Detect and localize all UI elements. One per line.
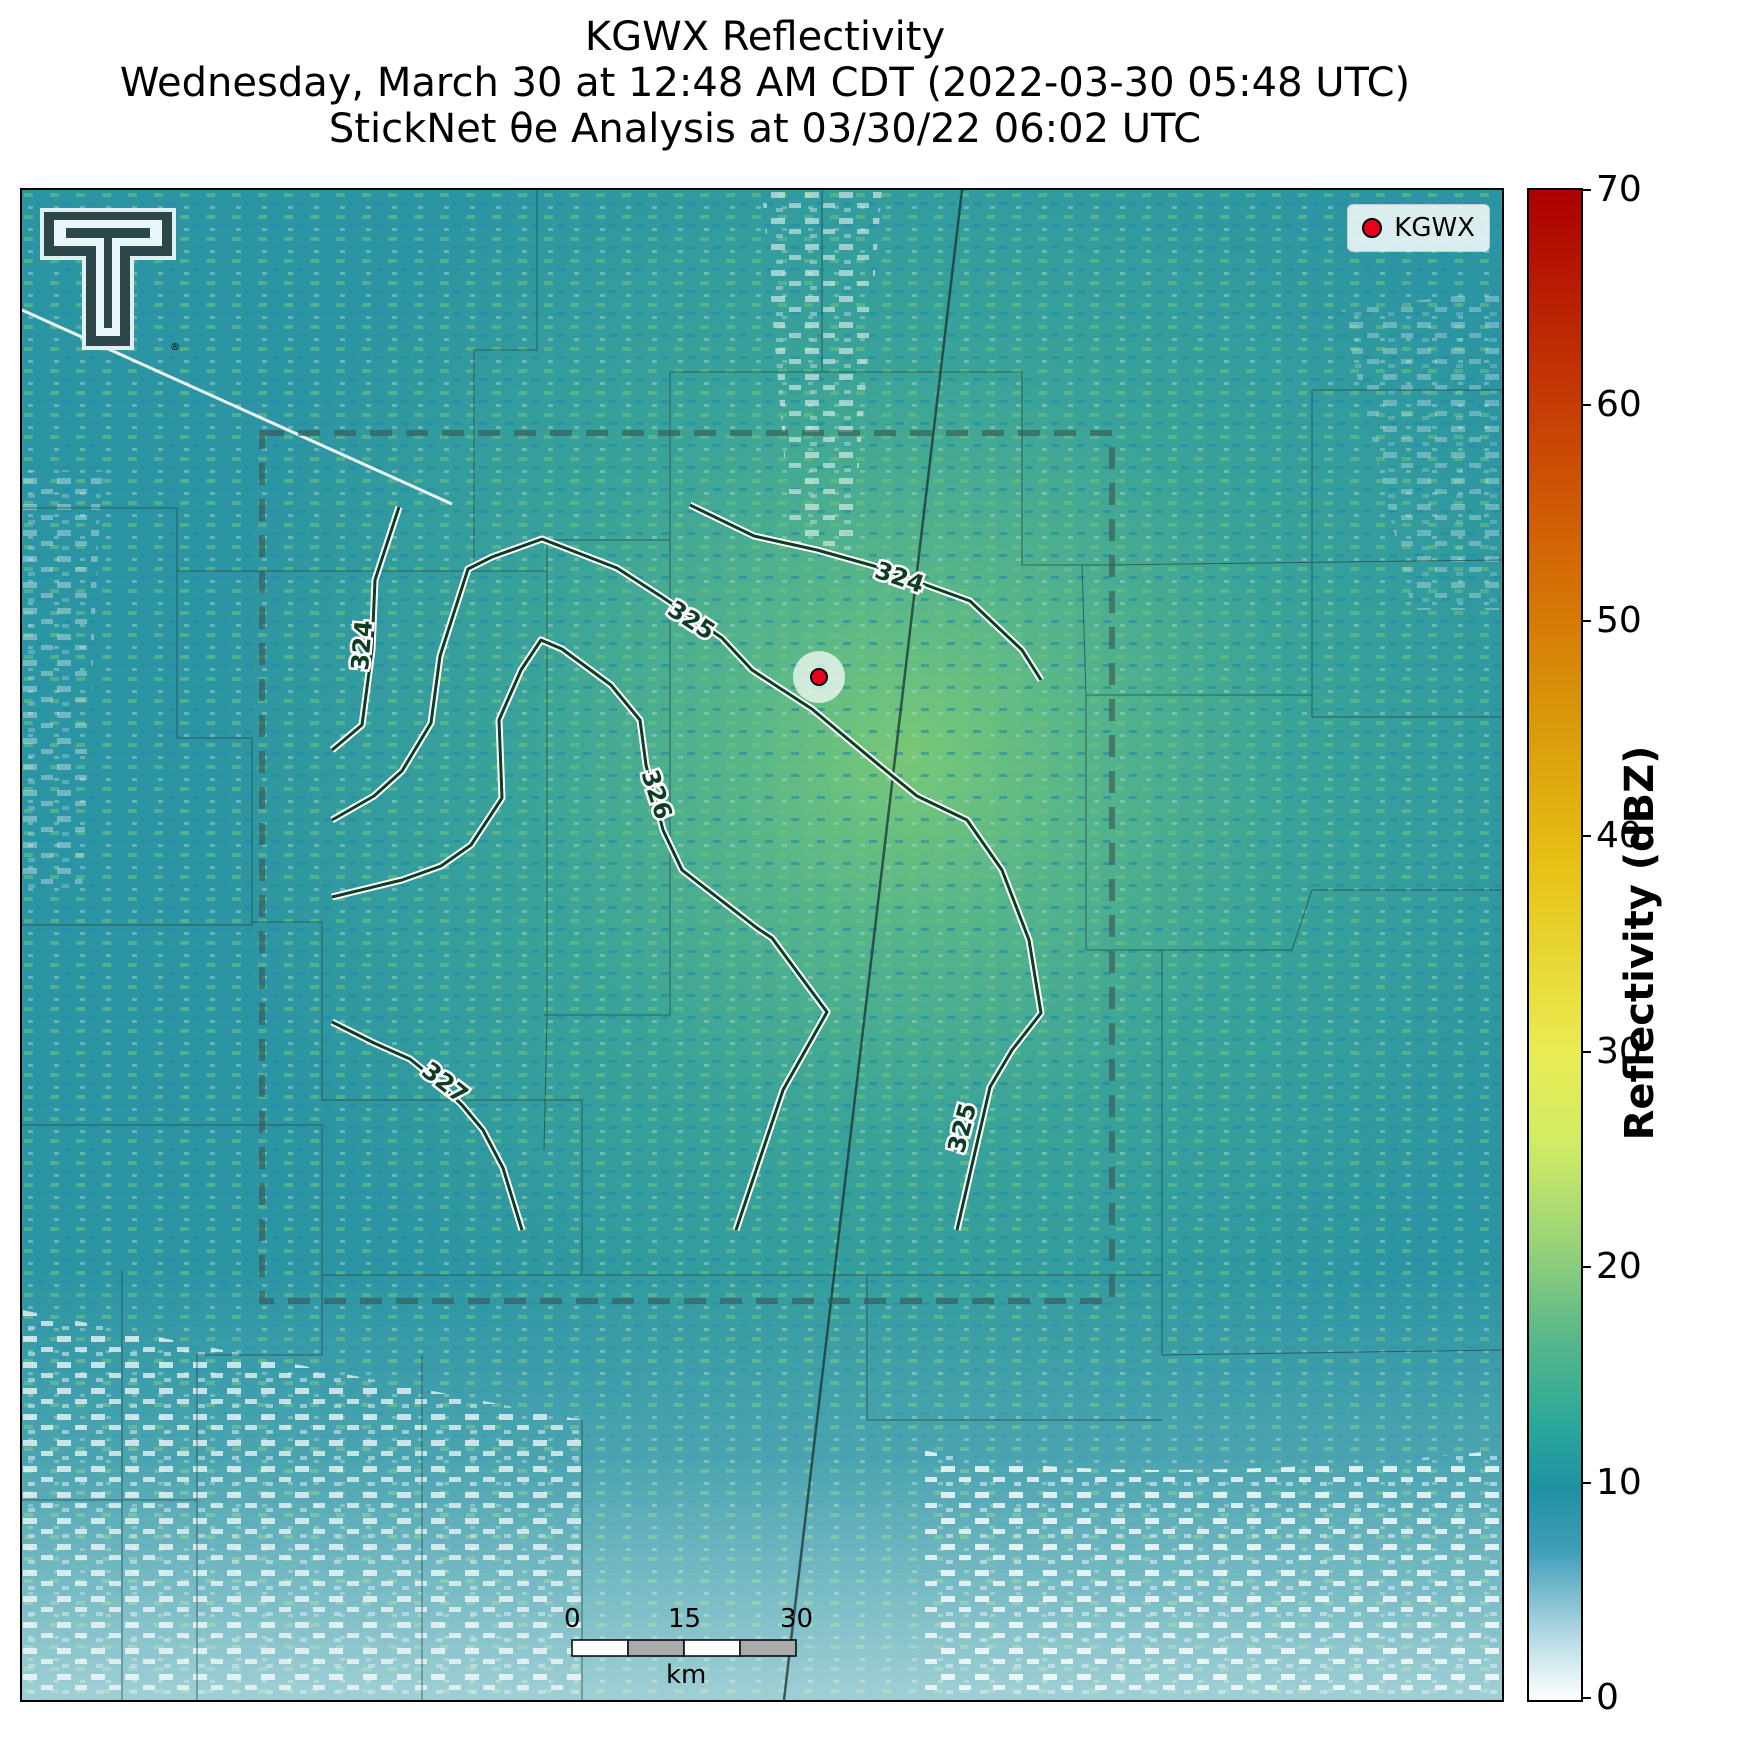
legend-label: KGWX [1394,213,1475,243]
radar-map-canvas: 324 324 325 325 326 327 ® [22,190,1502,1700]
analysis-domain-box [259,430,1115,1304]
scale-tick-30: 30 [780,1604,814,1634]
colorbar-title: Reflectivity (dBZ) [1617,745,1663,1141]
highway-line [782,190,964,1700]
scale-tick-15: 15 [668,1604,702,1634]
colorbar-tick-mark [1581,404,1591,407]
colorbar-tick-mark [1581,1697,1591,1699]
radar-map[interactable]: 324 324 325 325 326 327 ® 0 15 30 km [20,188,1504,1702]
kgwx-radar-marker[interactable] [810,668,828,686]
colorbar-tick-label: 40 [1596,815,1642,857]
colorbar-tick-mark [1581,1266,1591,1269]
svg-text:®: ® [170,342,180,353]
colorbar-tick-label: 0 [1596,1677,1619,1718]
scale-unit: km [666,1660,707,1690]
title-line-1: KGWX Reflectivity [584,14,946,60]
theta-e-contours [329,501,1045,1232]
colorbar-tick-label: 10 [1596,1461,1642,1503]
legend-radar-marker-icon [1362,218,1383,238]
map-scale-bar [571,1639,797,1657]
colorbar-tick-label: 50 [1596,599,1642,641]
colorbar-tick-label: 60 [1596,384,1642,426]
colorbar-tick-label: 70 [1596,169,1642,210]
colorbar-tick-label: 20 [1596,1246,1642,1288]
texas-tech-logo: ® [40,208,180,353]
colorbar-tick-mark [1581,619,1591,622]
map-legend: KGWX [1347,204,1490,252]
title-line-2: Wednesday, March 30 at 12:48 AM CDT (202… [119,60,1411,106]
colorbar-tick-label: 30 [1596,1030,1642,1072]
contour-label-324-west: 324 [346,619,378,671]
colorbar-tick-mark [1581,189,1591,191]
colorbar-tick-mark [1581,1050,1591,1053]
title-line-3: StickNet θe Analysis at 03/30/22 06:02 U… [328,106,1202,152]
scale-tick-0: 0 [564,1604,581,1634]
reflectivity-colorbar [1527,188,1583,1702]
colorbar-tick-mark [1581,1481,1591,1484]
colorbar-tick-mark [1581,835,1591,838]
